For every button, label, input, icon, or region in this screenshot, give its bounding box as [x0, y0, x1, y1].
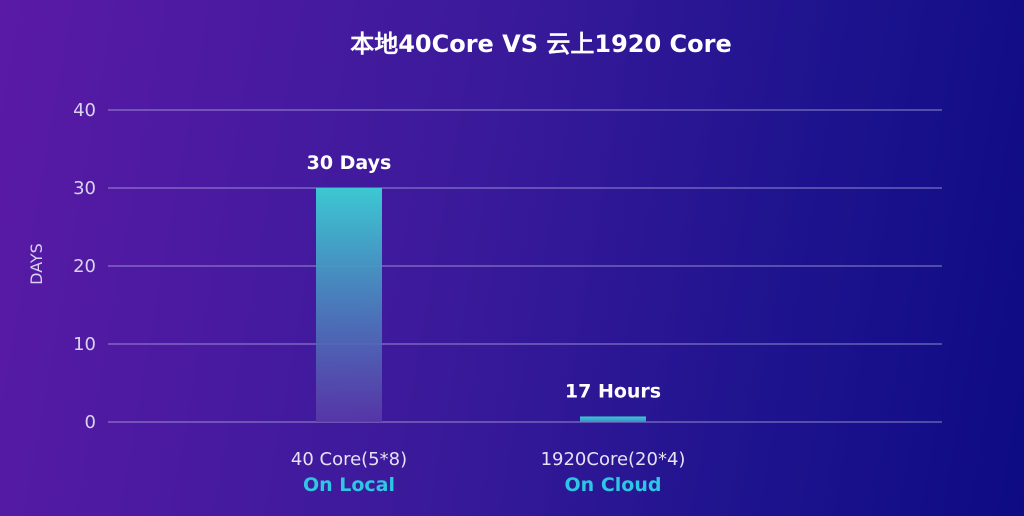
data-label: 17 Hours [565, 380, 661, 402]
y-tick-label: 20 [73, 256, 96, 277]
x-tick-label: 1920Core(20*4) [541, 449, 686, 470]
chart-title: 本地40Core VS 云上1920 Core [350, 30, 732, 58]
y-tick-label: 30 [73, 178, 96, 199]
y-axis-label: DAYS [27, 243, 46, 285]
bar [316, 188, 382, 422]
category-labels: 40 Core(5*8) On Local 1920Core(20*4) On Clo… [291, 449, 686, 496]
data-label: 30 Days [307, 152, 392, 174]
y-tick-label: 10 [73, 334, 96, 355]
x-tick-label: 40 Core(5*8) [291, 449, 407, 470]
y-tick-label: 0 [85, 412, 96, 433]
bars [316, 188, 646, 422]
x-tick-sublabel: On Cloud [565, 474, 662, 496]
bar [580, 416, 646, 422]
y-tick-labels: 0 10 20 30 40 [73, 100, 96, 433]
data-labels: 30 Days 17 Hours [307, 152, 661, 402]
x-tick-sublabel: On Local [303, 474, 395, 496]
gridlines [108, 109, 942, 423]
y-tick-label: 40 [73, 100, 96, 121]
